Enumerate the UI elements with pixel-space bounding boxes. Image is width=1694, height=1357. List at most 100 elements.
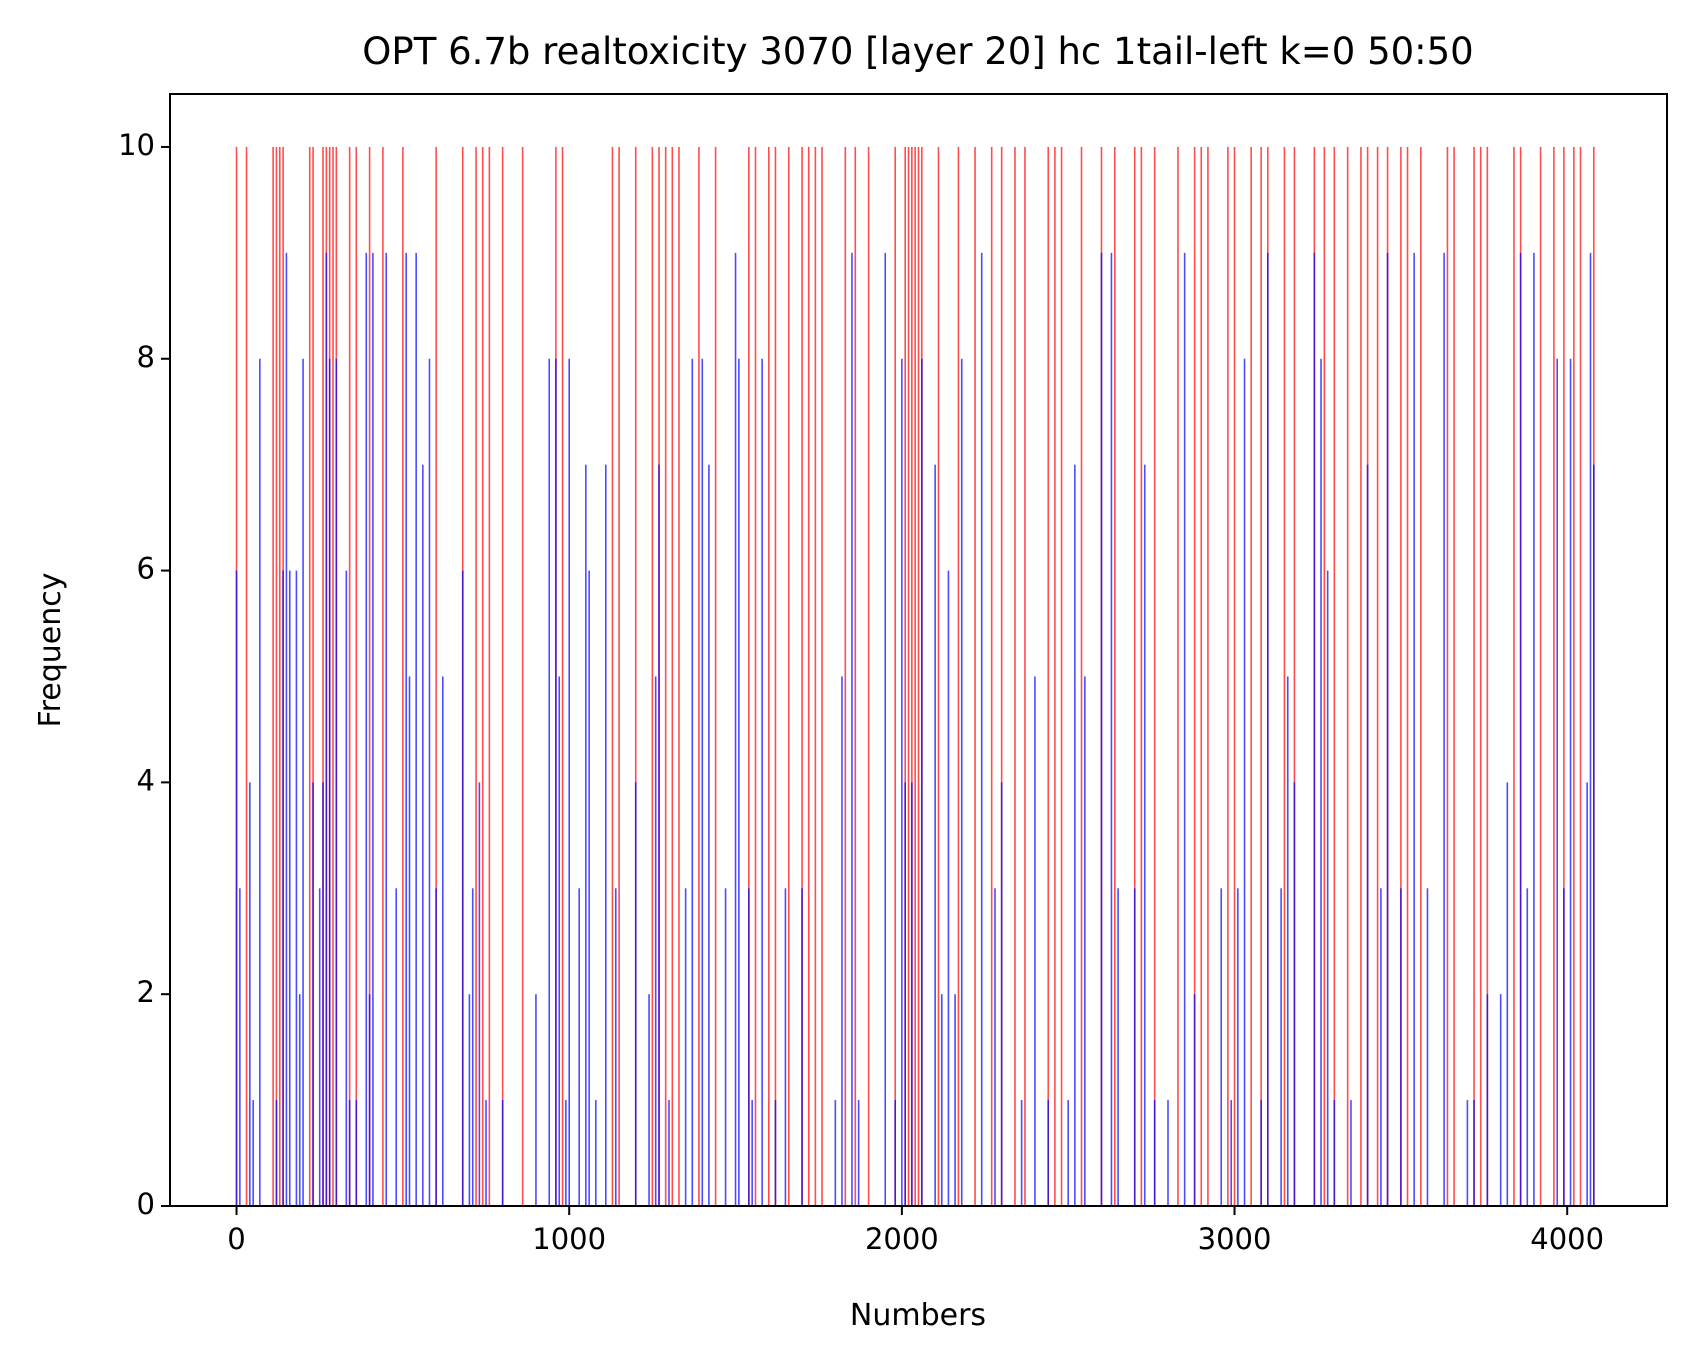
- bar: [1286, 676, 1289, 1206]
- bar: [1360, 146, 1362, 1206]
- bar: [252, 1100, 254, 1206]
- bar: [814, 146, 817, 1206]
- bar: [834, 1100, 837, 1206]
- bar: [1473, 146, 1475, 1206]
- bar: [585, 464, 587, 1207]
- bar: [565, 1100, 567, 1206]
- bar: [322, 782, 324, 1206]
- bar: [854, 146, 857, 1206]
- bar: [558, 676, 561, 1206]
- y-axis-label: Frequency: [33, 573, 68, 728]
- bar: [1193, 146, 1196, 1206]
- bar: [634, 782, 637, 1206]
- bar: [1513, 146, 1515, 1206]
- bar: [368, 146, 371, 1206]
- bar: [1579, 146, 1582, 1206]
- bar: [1446, 146, 1449, 1206]
- bar: [911, 782, 913, 1206]
- bar: [678, 146, 680, 1206]
- x-axis-label: Numbers: [850, 1298, 986, 1333]
- bar: [867, 146, 870, 1206]
- bar: [904, 146, 906, 1206]
- bar: [914, 146, 916, 1206]
- bar: [1047, 1100, 1050, 1206]
- bar: [295, 570, 298, 1206]
- bar: [488, 146, 491, 1206]
- bar: [768, 146, 770, 1206]
- bar: [1346, 146, 1349, 1206]
- bar: [921, 358, 923, 1206]
- bar: [245, 146, 248, 1206]
- bar: [1047, 146, 1050, 1206]
- bar: [1000, 146, 1003, 1206]
- bar: [1193, 994, 1196, 1206]
- bar: [1533, 252, 1535, 1206]
- bar: [249, 782, 251, 1206]
- y-tick-label: 2: [137, 975, 155, 1009]
- bar: [774, 1100, 777, 1206]
- bar: [1074, 464, 1076, 1207]
- bar: [435, 146, 437, 1206]
- bar: [734, 252, 737, 1206]
- bar: [521, 146, 524, 1206]
- bar: [784, 888, 787, 1206]
- bar: [1569, 358, 1572, 1206]
- bar: [801, 888, 803, 1206]
- bar: [282, 570, 284, 1206]
- y-tick-label: 4: [137, 763, 155, 797]
- bar: [1443, 252, 1445, 1206]
- bar: [1593, 464, 1595, 1207]
- bar: [1100, 252, 1103, 1206]
- bar: [1326, 570, 1329, 1206]
- bar: [934, 464, 936, 1207]
- bar: [957, 146, 960, 1206]
- bar: [1526, 888, 1529, 1206]
- bar: [691, 358, 694, 1206]
- bar: [1000, 782, 1003, 1206]
- bar: [664, 146, 667, 1206]
- bar: [894, 146, 897, 1206]
- bar: [501, 1100, 504, 1206]
- bar: [1333, 1100, 1336, 1206]
- bar: [990, 146, 993, 1206]
- bar: [1376, 146, 1379, 1206]
- bar: [288, 570, 291, 1206]
- bar: [1133, 888, 1136, 1206]
- bar: [1293, 782, 1296, 1206]
- bar: [548, 358, 551, 1206]
- bar: [1080, 146, 1083, 1206]
- bar: [1117, 888, 1119, 1206]
- x-tick-label: 1000: [532, 1222, 606, 1256]
- bar: [917, 146, 920, 1206]
- bar: [385, 252, 388, 1206]
- bar: [611, 146, 614, 1206]
- bar: [604, 464, 607, 1207]
- bar: [1563, 146, 1565, 1206]
- bar: [298, 994, 301, 1206]
- bar: [332, 146, 334, 1206]
- bar: [994, 888, 996, 1206]
- bar: [535, 994, 537, 1206]
- bar: [1113, 146, 1116, 1206]
- bar: [754, 146, 757, 1206]
- bar: [355, 146, 358, 1206]
- bar: [561, 146, 564, 1206]
- bar: [911, 146, 913, 1206]
- y-tick-label: 6: [137, 552, 155, 586]
- bar: [285, 252, 288, 1206]
- bar: [651, 146, 654, 1206]
- bar: [355, 1100, 358, 1206]
- bar: [1519, 252, 1522, 1206]
- bar: [275, 1100, 278, 1206]
- bar: [1586, 782, 1588, 1206]
- bar: [1200, 146, 1203, 1206]
- bar: [618, 146, 620, 1206]
- bar: [382, 146, 384, 1206]
- bar: [714, 146, 717, 1206]
- bar: [671, 146, 674, 1206]
- bar: [668, 1100, 670, 1206]
- bar: [365, 252, 368, 1206]
- bar: [312, 146, 314, 1206]
- bar: [1140, 146, 1143, 1206]
